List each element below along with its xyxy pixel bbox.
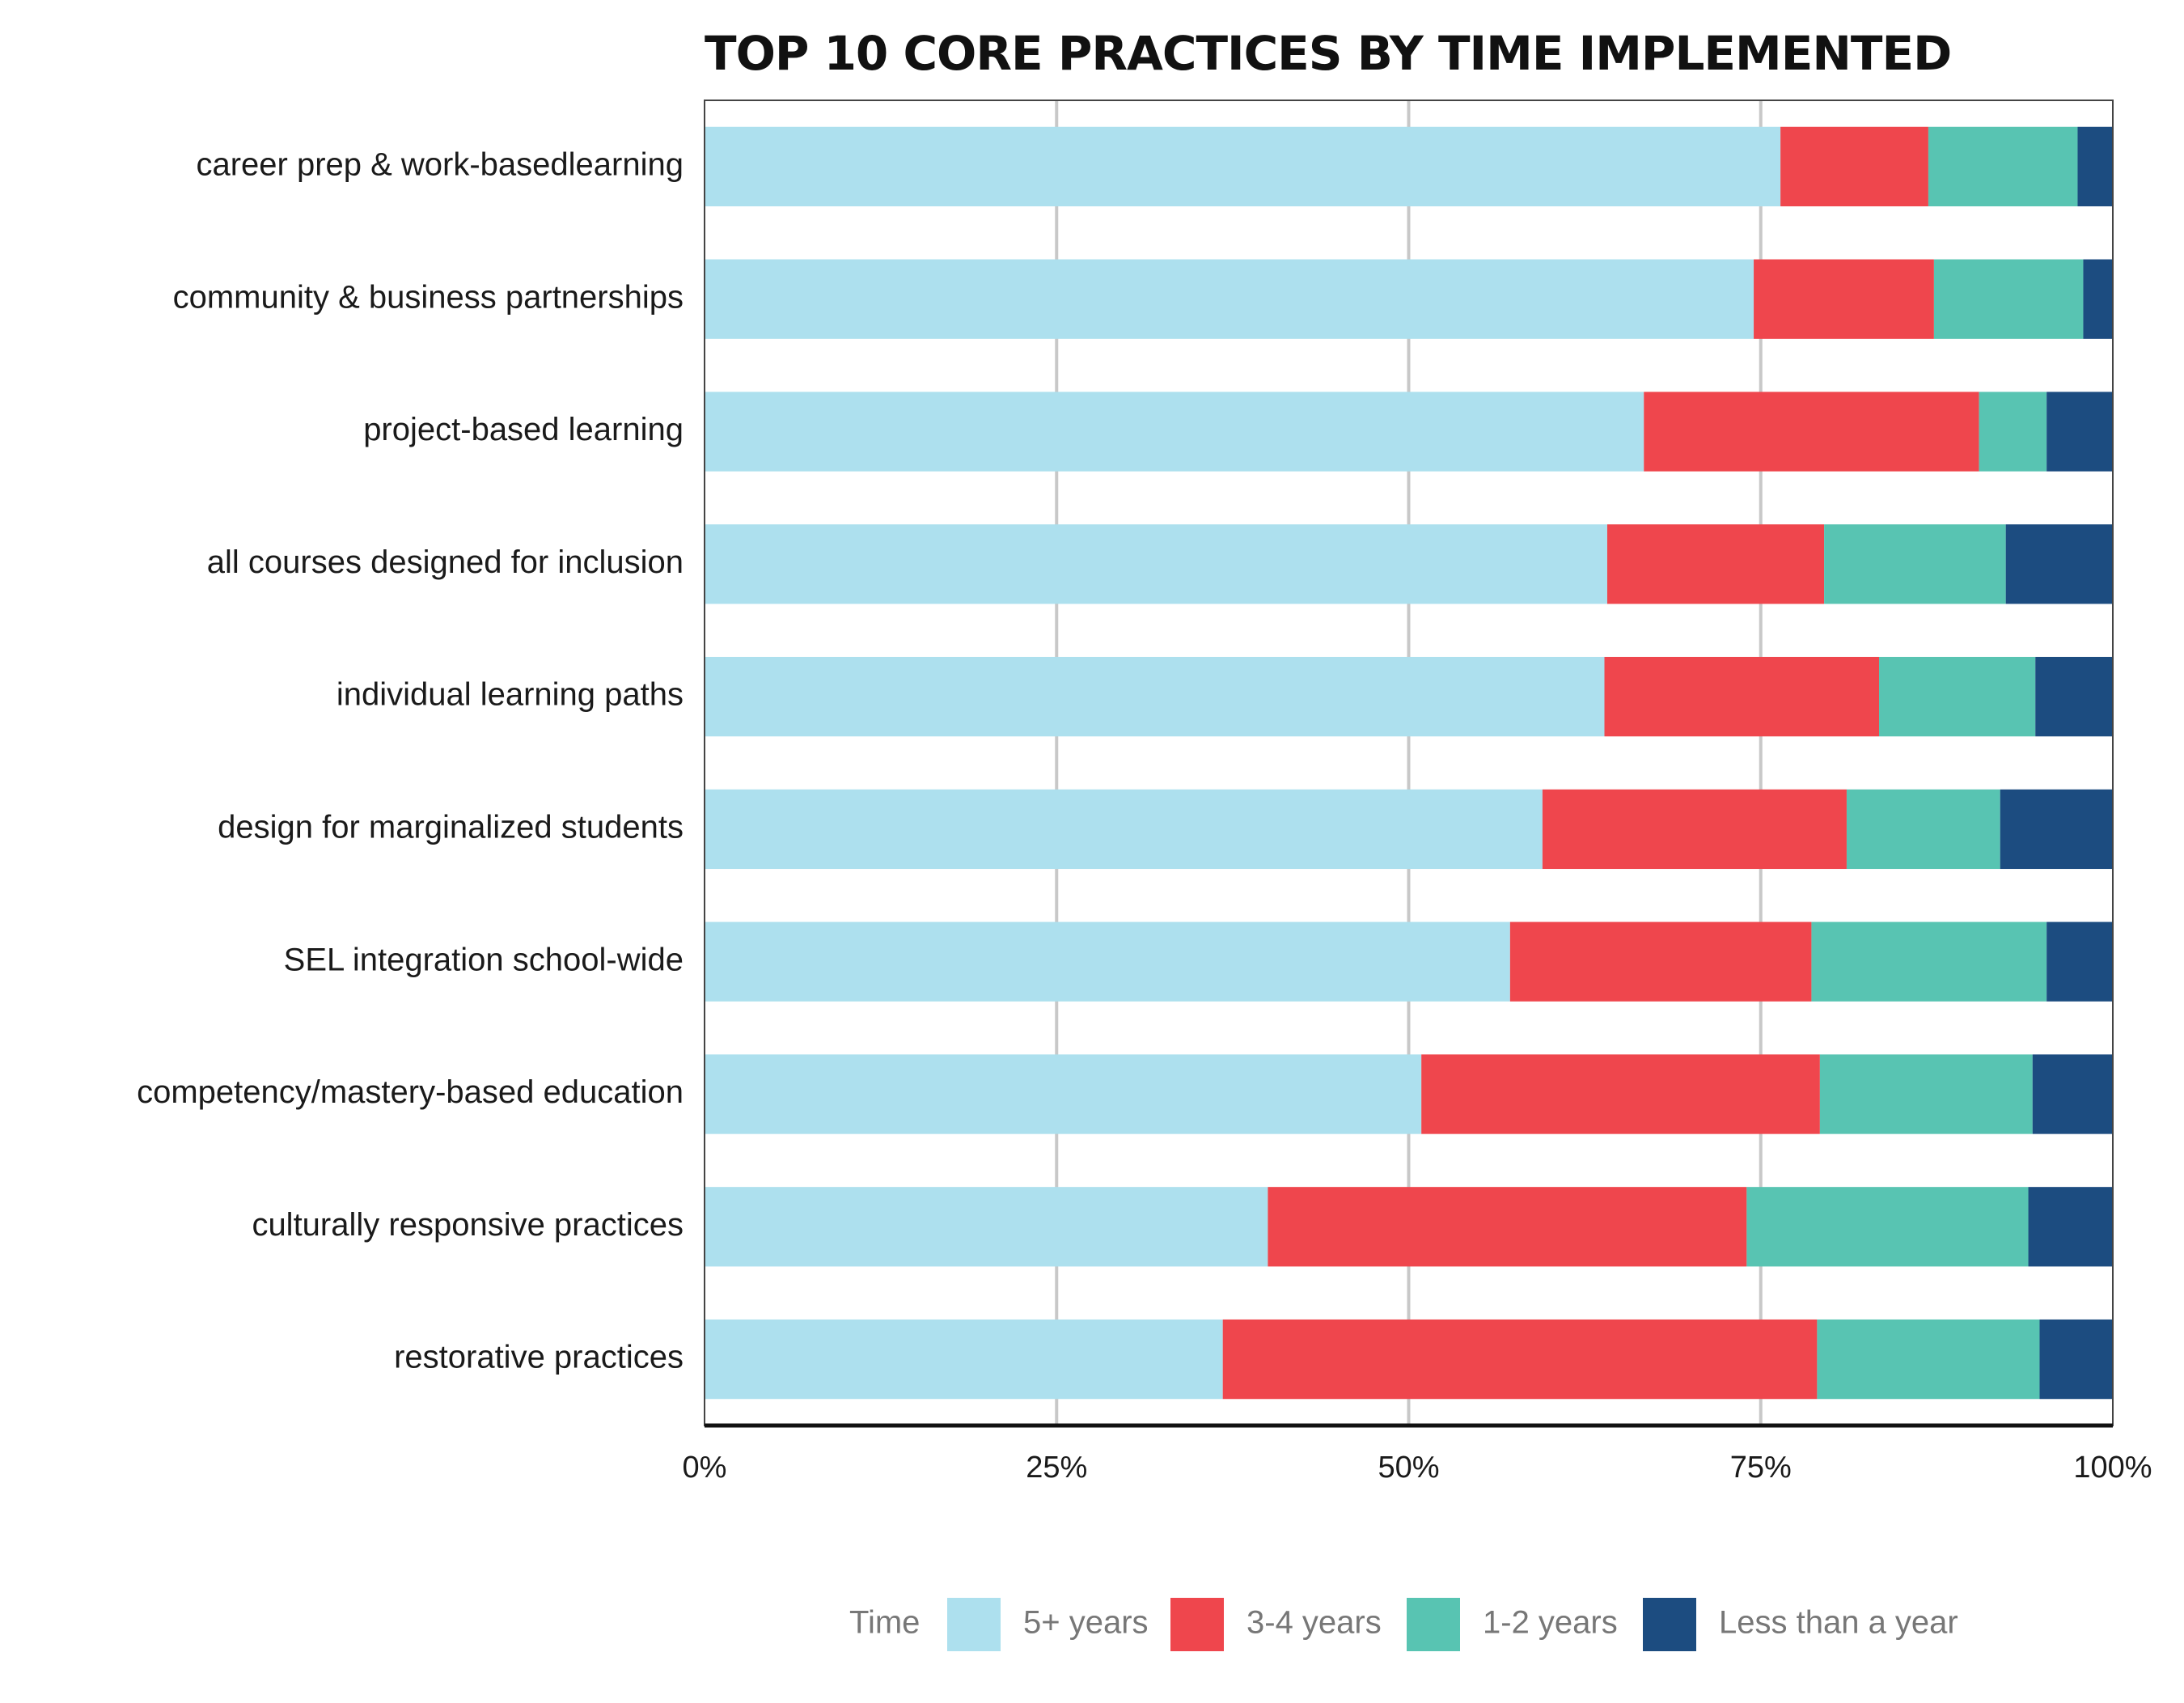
bar-segment [1754,259,1934,339]
category-label: individual learning paths [336,677,684,713]
bar-segment [1933,259,2084,339]
bar-segment [1644,392,1979,472]
category-label: design for marginalized students [218,809,684,845]
bar-segment [2032,1054,2113,1134]
bar-segment [705,1054,1422,1134]
x-axis-ticks: 0% 25% 50% 75% 100% [683,1451,2152,1485]
bar-segment [2028,1187,2113,1267]
bar-segment [2039,1319,2113,1400]
bar-segment [2035,656,2113,737]
category-label: culturally responsive practices [252,1207,684,1243]
legend-label: 1-2 years [1483,1605,1618,1641]
bar-segment [2000,789,2113,870]
bar-segment [1604,656,1879,737]
bar-segment [1979,392,2047,472]
category-label: competency/mastery-based education [137,1074,684,1110]
bar-segment [705,656,1605,737]
bar-segment [705,259,1754,339]
legend-swatch [1643,1598,1696,1651]
legend-label: 3-4 years [1246,1605,1382,1641]
bar-segment [705,789,1543,870]
bar-segment [1811,921,2047,1002]
category-label: community & business partnerships [173,279,684,315]
bar-segment [1878,656,2036,737]
legend: Time 5+ years 3-4 years 1-2 years Less than … [849,1598,1958,1651]
legend-swatch [1407,1598,1460,1651]
bar-segment [1222,1319,1818,1400]
category-label: restorative practices [394,1340,684,1375]
bar-segment [1780,126,1928,207]
bar-segment [2046,921,2113,1002]
plot-frame [704,100,2114,1428]
bar-segment [1606,524,1825,604]
bar-segment [2005,524,2113,604]
x-tick-label: 0% [683,1451,727,1485]
category-label: project-based learning [363,412,684,447]
x-tick-label: 100% [2073,1451,2152,1485]
bar-segment [705,1319,1223,1400]
x-tick-label: 75% [1730,1451,1792,1485]
x-tick-label: 50% [1378,1451,1439,1485]
bar-segment [1824,524,2006,604]
bar-segment [1846,789,2000,870]
category-label: career prep & work-basedlearning [196,146,684,182]
x-tick-label: 25% [1026,1451,1087,1485]
category-label: all courses designed for inclusion [207,544,684,580]
bar-segment [2083,259,2113,339]
bar-segment [705,1187,1268,1267]
bar-segment [1542,789,1847,870]
bar-segment [705,392,1644,472]
bar-segment [705,126,1781,207]
category-labels: career prep & work-basedlearning communit… [137,146,684,1375]
bar-segment [1509,921,1812,1002]
bar-segment [1268,1187,1747,1267]
category-label: SEL integration school-wide [284,942,684,977]
legend-label: Less than a year [1719,1605,1958,1641]
legend-label: 5+ years [1023,1605,1149,1641]
legend-swatch [947,1598,1001,1651]
bar-segment [1819,1054,2033,1134]
bar-segment [1817,1319,2040,1400]
bar-segment [1928,126,2078,207]
bar-segment [2077,126,2113,207]
legend-title: Time [849,1605,920,1641]
chart-title: TOP 10 CORE PRACTICES BY TIME IMPLEMENTE… [705,26,1951,81]
legend-swatch [1170,1598,1224,1651]
bar-segment [2046,392,2113,472]
bars [705,126,2113,1400]
bar-segment [705,524,1607,604]
bar-segment [1421,1054,1820,1134]
bar-segment [705,921,1510,1002]
bar-segment [1746,1187,2029,1267]
